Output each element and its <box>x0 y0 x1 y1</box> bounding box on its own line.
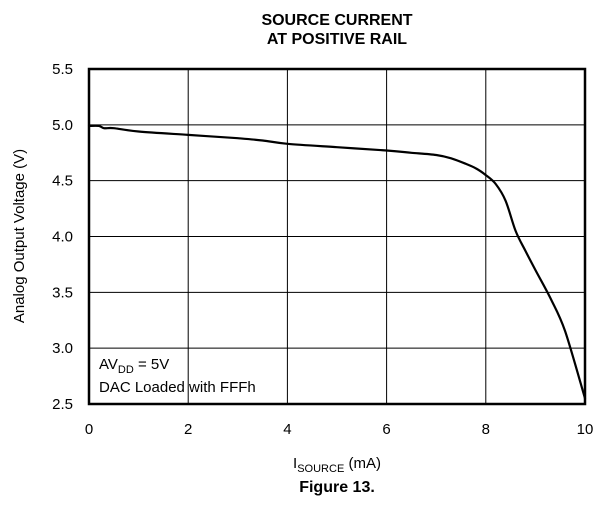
x-tick-label: 0 <box>85 421 93 438</box>
x-axis-label-unit: (mA) <box>344 455 381 472</box>
x-tick-labels: 0 2 4 6 8 10 <box>85 421 593 438</box>
y-tick-label: 4.0 <box>52 229 73 246</box>
x-tick-label: 2 <box>184 421 192 438</box>
x-axis-label-subscript: SOURCE <box>297 463 344 475</box>
annotation-avdd-subscript: DD <box>118 364 134 376</box>
chart-title-line-2: AT POSITIVE RAIL <box>267 31 407 48</box>
annotation-avdd: AVDD = 5V <box>99 356 169 376</box>
y-tick-label: 4.5 <box>52 173 73 190</box>
y-axis-label: Analog Output Voltage (V) <box>11 149 28 323</box>
x-tick-label: 8 <box>482 421 490 438</box>
figure-caption: Figure 13. <box>299 479 375 496</box>
grid-lines <box>88 68 586 405</box>
y-tick-label: 5.0 <box>52 117 73 134</box>
x-tick-label: 6 <box>382 421 390 438</box>
y-tick-label: 3.0 <box>52 340 73 357</box>
x-axis-label-main: I <box>293 455 297 472</box>
x-tick-label: 10 <box>577 421 593 438</box>
annotation-avdd-value: = 5V <box>134 356 169 373</box>
y-tick-labels: 2.5 3.0 3.5 4.0 4.5 5.0 5.5 <box>52 61 73 413</box>
chart-title-line-1: SOURCE CURRENT <box>261 12 412 29</box>
plot-frame <box>87 67 587 406</box>
y-tick-label: 3.5 <box>52 284 73 301</box>
series-line-output-voltage <box>87 124 587 400</box>
x-tick-label: 4 <box>283 421 291 438</box>
y-tick-label: 2.5 <box>52 396 73 413</box>
annotation-avdd-main: AV <box>99 356 118 373</box>
y-tick-label: 5.5 <box>52 61 73 78</box>
x-axis-label: ISOURCE (mA) <box>293 455 381 475</box>
annotation-dac-loaded: DAC Loaded with FFFh <box>99 379 256 396</box>
